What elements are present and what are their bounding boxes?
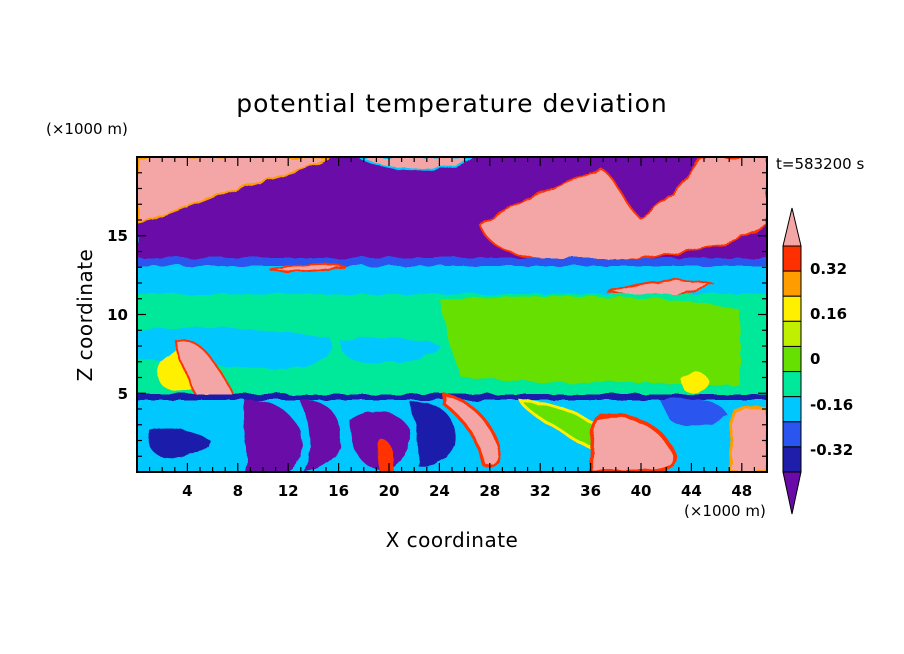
purple-plume-1 [243, 399, 302, 472]
x-axis-label: X coordinate [386, 528, 519, 552]
pink-cell-streak [269, 262, 346, 274]
pink-cell-left [137, 157, 332, 224]
plot-frame [136, 156, 768, 473]
y-axis-label: Z coordinate [73, 249, 97, 382]
blue-cell [147, 428, 210, 458]
colorbar-box [782, 446, 802, 473]
y-tick-label: 10 [107, 306, 128, 324]
x-unit-label: (×1000 m) [684, 502, 766, 520]
colorbar-tick-label: -0.32 [810, 441, 853, 459]
colorbar-bottom-cap [782, 471, 802, 515]
colorbar-top-cap [782, 207, 802, 247]
yellow-cell-right [680, 371, 710, 393]
purple-plume-4 [410, 401, 456, 467]
x-tick-label: 28 [479, 482, 500, 500]
yellow-green-region [440, 296, 740, 386]
pink-plume-far-right [728, 406, 767, 472]
purple-plume-2 [300, 399, 341, 472]
colorbar-box [782, 371, 802, 398]
x-tick-label: 32 [530, 482, 551, 500]
chart-title: potential temperature deviation [236, 89, 667, 118]
colorbar-box [782, 245, 802, 272]
colorbar-tick-label: 0.16 [810, 305, 847, 323]
x-tick-label: 40 [631, 482, 652, 500]
pink-cell-top [358, 157, 472, 171]
x-tick-label: 16 [328, 482, 349, 500]
x-tick-label: 12 [278, 482, 299, 500]
colorbar-box [782, 295, 802, 322]
x-tick-label: 8 [233, 482, 243, 500]
transition-band [137, 258, 767, 266]
colorbar-tick-label: 0.32 [810, 260, 847, 278]
y-tick-label: 15 [107, 227, 128, 245]
x-tick-label: 4 [182, 482, 192, 500]
x-tick-label: 48 [731, 482, 752, 500]
pink-plume-right [587, 413, 677, 472]
y-tick-label: 5 [118, 385, 128, 403]
colorbar-tick-label: 0 [810, 350, 820, 368]
x-tick-label: 36 [580, 482, 601, 500]
pink-plume-mid [443, 393, 501, 468]
cyan-patch-2 [339, 337, 440, 363]
colorbar-box [782, 320, 802, 347]
x-tick-label: 24 [429, 482, 450, 500]
pink-cell-right [478, 157, 767, 262]
x-tick-label: 44 [681, 482, 702, 500]
blue-cell-right [660, 398, 728, 427]
colorbar-box [782, 345, 802, 373]
x-tick-label: 20 [379, 482, 400, 500]
y-unit-label: (×1000 m) [46, 120, 128, 138]
colorbar [782, 207, 802, 515]
time-label: t=583200 s [776, 155, 864, 173]
contour-field [137, 157, 767, 472]
colorbar-box [782, 270, 802, 297]
colorbar-box [782, 421, 802, 448]
colorbar-tick-label: -0.16 [810, 396, 853, 414]
colorbar-box [782, 396, 802, 423]
